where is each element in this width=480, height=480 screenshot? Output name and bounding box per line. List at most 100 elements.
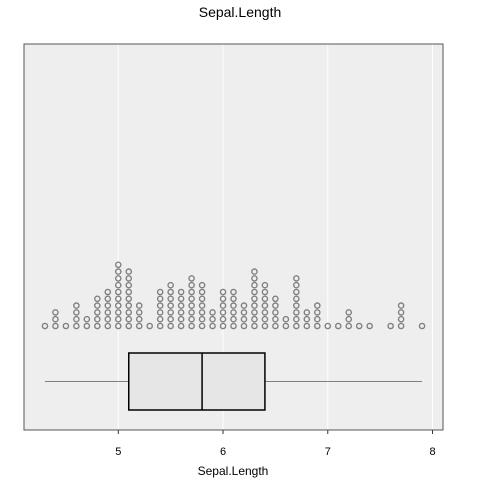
- dot: [167, 322, 174, 330]
- dot: [114, 322, 122, 330]
- dot: [125, 322, 133, 330]
- dot: [83, 322, 91, 330]
- dot: [397, 309, 405, 316]
- dot: [282, 315, 290, 323]
- dot: [240, 309, 248, 316]
- dot: [251, 268, 258, 275]
- dot: [188, 281, 195, 289]
- dot: [125, 268, 133, 275]
- dot: [52, 315, 59, 323]
- dot: [114, 275, 122, 282]
- dot: [114, 261, 122, 269]
- dot: [397, 302, 405, 309]
- dot: [272, 309, 279, 316]
- dot: [334, 322, 342, 330]
- dot: [240, 322, 248, 330]
- dot: [293, 302, 300, 309]
- dot: [188, 275, 195, 282]
- dot: [167, 281, 174, 289]
- dot: [293, 275, 300, 282]
- dot: [219, 302, 227, 309]
- dot: [135, 309, 143, 316]
- dot: [230, 295, 237, 303]
- dot: [73, 315, 80, 323]
- dot: [272, 295, 279, 303]
- dot: [125, 288, 133, 296]
- dot: [135, 302, 143, 309]
- dot: [94, 322, 101, 330]
- dot: [198, 322, 206, 330]
- dot: [240, 302, 248, 309]
- dot: [104, 295, 112, 303]
- dot: [62, 322, 70, 330]
- dot: [313, 302, 321, 309]
- dot: [230, 315, 237, 323]
- dot: [125, 295, 133, 303]
- dot: [188, 315, 195, 323]
- dot: [177, 288, 185, 296]
- dot: [261, 309, 269, 316]
- dot: [156, 302, 164, 309]
- dot: [177, 315, 185, 323]
- dot: [167, 295, 174, 303]
- dot: [261, 302, 269, 309]
- dot: [156, 295, 164, 303]
- dot: [177, 322, 185, 330]
- dot: [167, 288, 174, 296]
- dot: [272, 302, 279, 309]
- dot: [219, 315, 227, 323]
- dot: [272, 315, 279, 323]
- dot: [261, 295, 269, 303]
- dot: [303, 315, 311, 323]
- x-tick-label: 5: [115, 446, 121, 458]
- dot: [313, 309, 321, 316]
- dot: [104, 302, 112, 309]
- dot: [251, 295, 258, 303]
- dot: [230, 309, 237, 316]
- gridlines: [117, 44, 434, 430]
- dot: [156, 322, 164, 330]
- dot: [282, 322, 290, 330]
- dot: [73, 322, 80, 330]
- dot: [125, 281, 133, 289]
- dot: [188, 295, 195, 303]
- dot: [114, 281, 122, 289]
- dot: [114, 268, 122, 275]
- dot: [198, 309, 206, 316]
- chart-title: Sepal.Length: [199, 4, 282, 20]
- x-tick-label: 7: [325, 446, 331, 458]
- dot: [251, 281, 258, 289]
- dot: [94, 315, 101, 323]
- dot: [167, 315, 174, 323]
- dot: [219, 288, 227, 296]
- boxplot: [44, 352, 423, 411]
- dot: [251, 322, 258, 330]
- dot: [177, 302, 185, 309]
- dot: [73, 309, 80, 316]
- dot: [125, 315, 133, 323]
- plot-border: [23, 43, 444, 431]
- dot: [230, 322, 237, 330]
- dot: [272, 322, 279, 330]
- dot: [261, 315, 269, 323]
- dot: [230, 302, 237, 309]
- dot: [177, 295, 185, 303]
- dot: [251, 302, 258, 309]
- x-tick-label: 8: [429, 446, 435, 458]
- dot: [230, 288, 237, 296]
- dot: [83, 315, 91, 323]
- dot: [366, 322, 373, 330]
- dot: [188, 288, 195, 296]
- dot: [198, 288, 206, 296]
- dot: [219, 309, 227, 316]
- dot: [73, 302, 80, 309]
- dot: [293, 295, 300, 303]
- dot: [114, 315, 122, 323]
- dot: [313, 315, 321, 323]
- dot: [418, 322, 426, 330]
- dot: [261, 322, 269, 330]
- dot: [94, 309, 101, 316]
- x-tick-label: 6: [220, 446, 226, 458]
- x-axis: 5 6 7 8: [115, 430, 436, 458]
- dot: [125, 302, 133, 309]
